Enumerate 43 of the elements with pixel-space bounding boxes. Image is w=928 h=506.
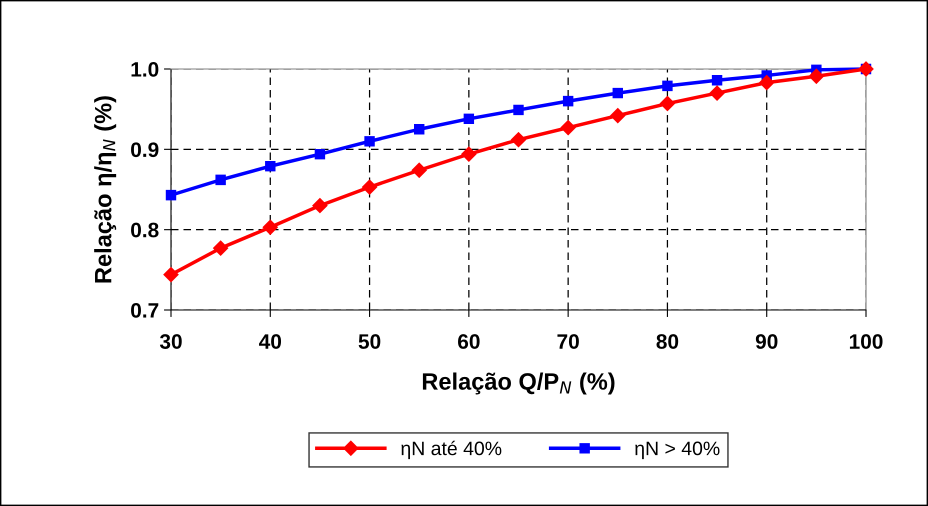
point xyxy=(262,220,278,235)
x-tick-label: 40 xyxy=(259,334,282,349)
point xyxy=(858,61,874,77)
point xyxy=(513,104,524,116)
point xyxy=(612,88,623,98)
legend-label: ηN até 40% xyxy=(401,440,502,460)
point xyxy=(562,96,574,106)
point xyxy=(464,114,474,124)
point xyxy=(510,132,526,148)
point xyxy=(710,86,725,101)
point xyxy=(808,68,824,84)
x-tick-label: 70 xyxy=(557,334,579,349)
x-axis-title: Relação Q/P$_{N}$ (%) xyxy=(422,372,614,394)
x-tick-label: 100 xyxy=(850,334,883,349)
point xyxy=(163,267,179,282)
point xyxy=(610,108,626,124)
y-tick-label: 0.8 xyxy=(131,222,159,238)
point xyxy=(362,180,378,195)
point xyxy=(314,148,326,160)
point xyxy=(712,75,722,86)
point xyxy=(560,120,576,136)
x-tick-label: 30 xyxy=(160,334,182,349)
x-tick-label: 90 xyxy=(756,334,778,349)
y-tick-label: 0.7 xyxy=(131,303,158,318)
point xyxy=(414,124,424,134)
point xyxy=(213,240,228,256)
point xyxy=(215,174,226,186)
point xyxy=(662,80,673,92)
y-axis-title: Relação η/η$_{N}$ (%) xyxy=(94,96,116,282)
point xyxy=(759,75,774,90)
point xyxy=(660,96,675,112)
point xyxy=(412,162,427,178)
point xyxy=(265,160,276,172)
y-tick-label: 0.9 xyxy=(131,142,158,158)
point xyxy=(364,136,375,147)
x-tick-label: 80 xyxy=(656,334,678,349)
x-tick-label: 60 xyxy=(458,334,480,349)
point xyxy=(166,190,176,200)
point xyxy=(461,146,476,162)
legend-label: ηN > 40% xyxy=(635,442,720,460)
y-tick-label: 1.0 xyxy=(132,62,158,77)
x-tick-label: 50 xyxy=(358,334,380,349)
point xyxy=(312,198,328,214)
